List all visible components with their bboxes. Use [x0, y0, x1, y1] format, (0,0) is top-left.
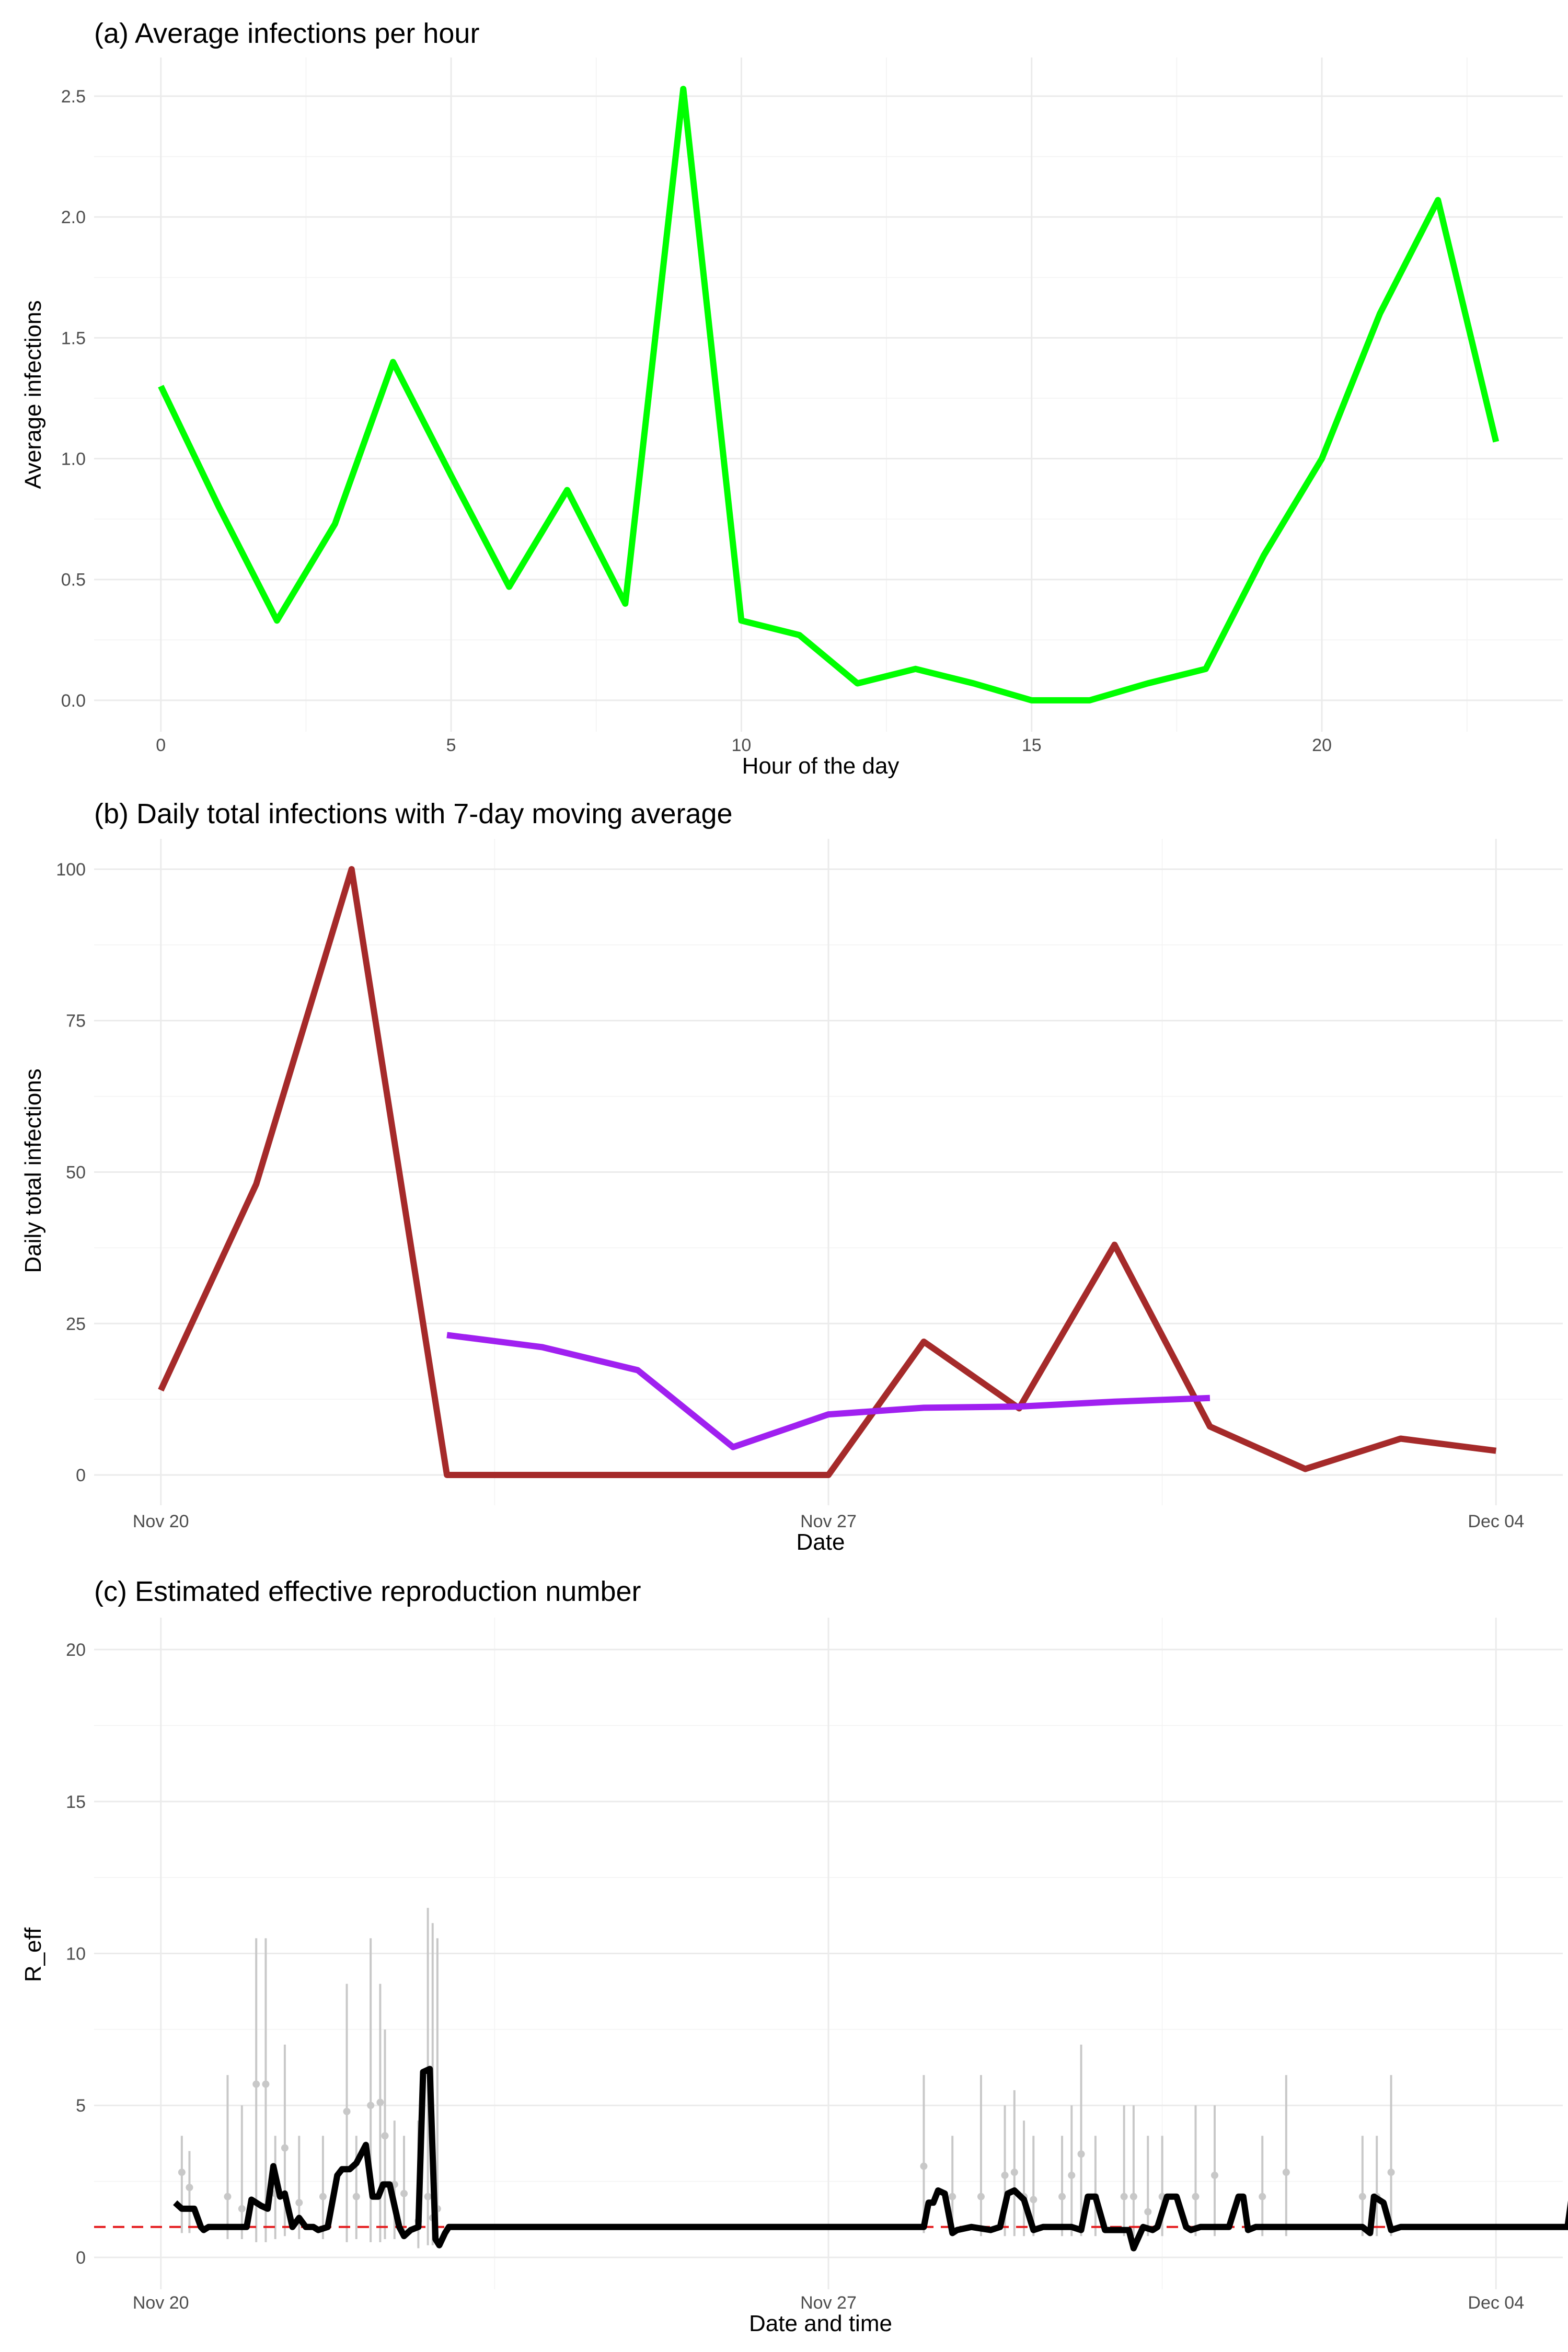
y-tick-label: 75 — [66, 1011, 86, 1031]
data-point — [381, 2132, 389, 2140]
y-axis-ticks: 0.0 0.5 1.0 1.5 2.0 2.5 — [61, 87, 86, 711]
data-point — [920, 2162, 928, 2170]
gridlines — [94, 57, 1563, 732]
y-tick-label: 0.0 — [61, 691, 86, 711]
y-tick-label: 2.0 — [61, 207, 86, 227]
data-point — [1259, 2193, 1266, 2200]
x-axis-label: Hour of the day — [742, 753, 900, 779]
series-line-1 — [158, 86, 1500, 704]
plot-area — [158, 866, 1497, 1478]
series-line-1 — [173, 2066, 1568, 2252]
data-point — [224, 2193, 232, 2200]
data-point — [1192, 2193, 1200, 2200]
data-point — [262, 2080, 270, 2088]
y-tick-label: 20 — [66, 1640, 86, 1660]
x-tick-label: 20 — [1312, 735, 1332, 755]
data-point — [1030, 2196, 1037, 2204]
y-tick-label: 0.5 — [61, 570, 86, 590]
data-point — [186, 2184, 193, 2192]
data-point — [178, 2169, 186, 2176]
chart-title: (a) Average infections per hour — [94, 18, 479, 49]
y-tick-label: 1.5 — [61, 328, 86, 348]
data-point — [400, 2189, 408, 2197]
data-point — [1210, 2171, 1218, 2179]
chart-title: (c) Estimated effective reproduction num… — [94, 1576, 641, 1607]
series-line-2 — [446, 1332, 1210, 1450]
plot-area — [94, 1908, 1568, 2252]
data-point — [281, 2144, 289, 2152]
x-tick-label: Nov 20 — [133, 2293, 189, 2313]
gridlines — [94, 1618, 1563, 2289]
data-point — [295, 2199, 303, 2207]
data-point — [1387, 2169, 1395, 2176]
x-tick-label: Dec 04 — [1468, 1512, 1524, 1531]
y-tick-label: 50 — [66, 1163, 86, 1183]
chart-title: (b) Daily total infections with 7-day mo… — [94, 798, 733, 829]
data-point — [1001, 2171, 1009, 2179]
y-tick-label: 5 — [76, 2096, 86, 2116]
x-tick-label: 10 — [731, 735, 751, 755]
x-tick-label: Nov 27 — [800, 1512, 857, 1531]
y-tick-label: 1.0 — [61, 449, 86, 469]
x-axis-label: Date — [797, 1529, 845, 1555]
data-point — [367, 2102, 375, 2109]
y-axis-label: Average infections — [20, 300, 46, 489]
x-tick-label: 15 — [1022, 735, 1042, 755]
data-point — [949, 2193, 956, 2200]
data-point — [238, 2205, 246, 2212]
y-axis-ticks: 0 5 10 15 20 — [66, 1640, 86, 2268]
y-tick-label: 25 — [66, 1314, 86, 1334]
x-axis-ticks: 0 5 10 15 20 — [156, 735, 1332, 755]
data-point — [319, 2193, 327, 2200]
y-tick-label: 0 — [76, 1466, 86, 1485]
y-tick-label: 100 — [56, 860, 86, 880]
data-point — [343, 2107, 351, 2115]
y-tick-label: 2.5 — [61, 87, 86, 107]
data-point — [1058, 2193, 1066, 2200]
data-point — [1077, 2150, 1085, 2158]
data-point — [1120, 2193, 1128, 2200]
y-tick-label: 15 — [66, 1792, 86, 1812]
data-point — [1129, 2193, 1137, 2200]
data-point — [1282, 2169, 1290, 2176]
x-axis-label: Date and time — [749, 2311, 892, 2336]
x-tick-label: Nov 27 — [800, 2293, 857, 2313]
panel-c-reproduction-number: (c) Estimated effective reproduction num… — [20, 1576, 1568, 2336]
y-axis-label: Daily total infections — [20, 1068, 46, 1273]
x-tick-label: 0 — [156, 735, 166, 755]
x-tick-label: Nov 20 — [133, 1512, 189, 1531]
data-point — [252, 2080, 260, 2088]
data-point — [1068, 2171, 1076, 2179]
data-point — [977, 2193, 985, 2200]
data-point — [352, 2193, 360, 2200]
x-tick-label: Dec 04 — [1468, 2293, 1524, 2313]
panel-b-daily-infections: (b) Daily total infections with 7-day mo… — [20, 798, 1563, 1555]
data-point — [376, 2099, 384, 2106]
y-axis-label: R_eff — [20, 1927, 46, 1982]
x-tick-label: 5 — [446, 735, 456, 755]
data-point — [1358, 2193, 1366, 2200]
y-axis-ticks: 0 25 50 75 100 — [56, 860, 86, 1485]
y-tick-label: 0 — [76, 2248, 86, 2268]
y-tick-label: 10 — [66, 1944, 86, 1964]
panel-a-average-infections: (a) Average infections per hour 0.0 0.5 1.… — [20, 18, 1563, 779]
plot-area — [158, 86, 1500, 704]
data-point — [424, 2193, 432, 2200]
series-line-1 — [158, 866, 1497, 1478]
x-axis-ticks: Nov 20 Nov 27 Dec 04 — [133, 2293, 1524, 2313]
data-point — [1010, 2169, 1018, 2176]
data-point — [1144, 2208, 1152, 2216]
x-axis-ticks: Nov 20 Nov 27 Dec 04 — [133, 1512, 1524, 1531]
